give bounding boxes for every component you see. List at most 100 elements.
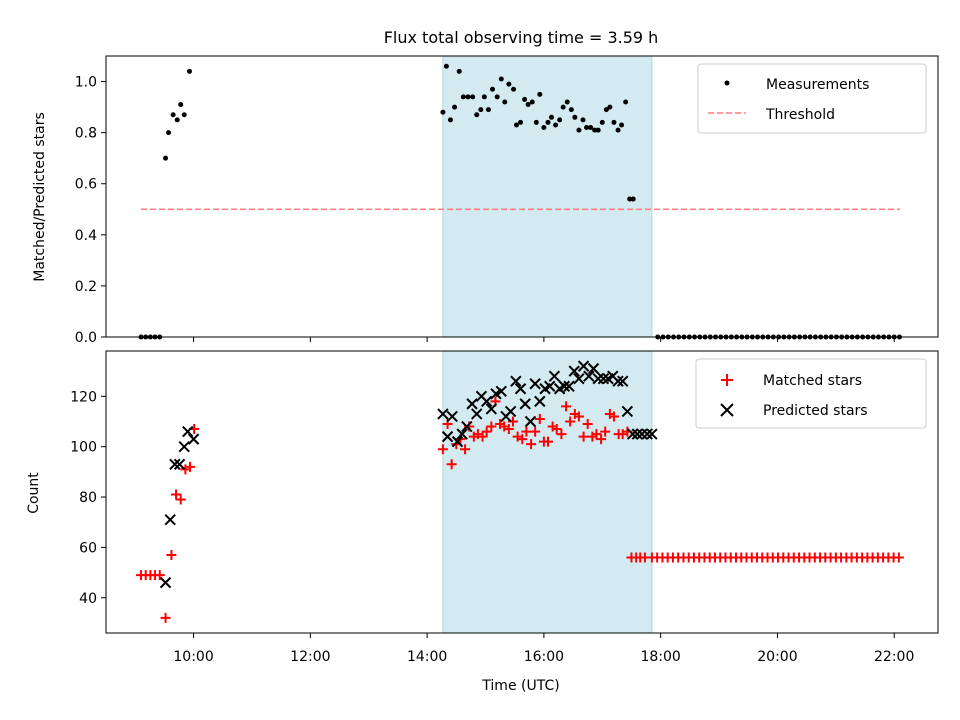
measurements-point (595, 127, 601, 133)
matched-stars-point (591, 429, 602, 440)
bottom-panel: 40 60 80 100 120 10:00 12:00 14:00 16:00 18:00 20… (26, 350, 939, 694)
predicted-stars-point (558, 380, 571, 392)
measurements-point (588, 125, 594, 131)
measurements-point (615, 127, 621, 133)
predicted-stars-point (173, 458, 186, 471)
predicted-stars-point (504, 405, 517, 418)
measurements-point (490, 86, 496, 92)
x-tick-label: 16:00 (524, 649, 564, 665)
top-shaded-region (442, 55, 653, 338)
measurements-point (572, 114, 578, 120)
predicted-stars-point (446, 410, 458, 423)
matched-stars-point (551, 424, 562, 435)
predicted-stars-point (577, 360, 590, 372)
measurements-point (529, 99, 535, 105)
measurements-point (553, 122, 559, 128)
matched-stars-point (600, 426, 611, 437)
y-tick-label: 60 (79, 540, 97, 556)
legend-predicted-marker (720, 403, 734, 417)
matched-stars-point (503, 424, 514, 435)
bottom-y-ticks: 40 60 80 100 120 (70, 389, 106, 607)
measurements-point (525, 102, 531, 108)
measurements-point (481, 94, 487, 100)
bottom-x-ticks: 10:00 12:00 14:00 16:00 18:00 20:00 22:00 (173, 633, 914, 665)
x-axis-label: Time (UTC) (481, 678, 559, 694)
predicted-stars-point (187, 433, 200, 445)
predicted-stars-point (510, 375, 522, 387)
predicted-stars-point (178, 440, 190, 453)
measurements-point (599, 119, 605, 125)
predicted-stars-point (568, 365, 580, 377)
legend-matched-marker (721, 374, 733, 386)
measurements-point (511, 86, 517, 92)
matched-stars-point (582, 419, 593, 430)
matched-stars-point (573, 411, 584, 422)
predicted-stars-point (529, 378, 541, 390)
measurements-point (494, 94, 500, 100)
predicted-stars-point (524, 415, 537, 428)
measurements-point (611, 119, 617, 125)
predicted-stars-point (563, 380, 575, 392)
measurements-point (576, 127, 582, 133)
matched-stars-point (477, 431, 488, 442)
top-legend-box (697, 63, 927, 134)
predicted-stars-point (451, 435, 464, 448)
matched-stars-point (565, 416, 576, 427)
measurements-point (560, 104, 566, 110)
matched-stars-point (517, 434, 528, 445)
measurements-point (518, 119, 524, 125)
bottom-y-axis-label: Count (26, 472, 42, 514)
bottom-plot-frame (105, 350, 939, 634)
measurements-point (186, 68, 192, 74)
measurements-point (174, 117, 180, 123)
y-tick-label: 0.2 (75, 279, 97, 295)
matched-stars-point (437, 444, 448, 455)
measurements-point (630, 196, 636, 202)
measurements-point (163, 155, 169, 161)
predicted-stars-point (519, 398, 531, 410)
legend-predicted-label: Predicted stars (763, 403, 868, 419)
x-tick-label: 10:00 (173, 649, 213, 665)
predicted-stars-point (182, 425, 194, 438)
measurements-point (619, 122, 625, 128)
measurements-point (537, 91, 543, 97)
predicted-stars-point (495, 385, 507, 397)
measurements-point (181, 112, 187, 118)
matched-stars-point (608, 411, 619, 422)
legend-measurements-label: Measurements (766, 77, 869, 93)
predicted-stars-point (466, 398, 478, 410)
x-tick-label: 18:00 (640, 649, 680, 665)
matched-stars-point (446, 459, 457, 470)
y-tick-label: 80 (79, 490, 97, 506)
matched-stars-point (542, 436, 553, 447)
predicted-stars-point (534, 395, 546, 408)
matched-stars-point (166, 549, 177, 560)
predicted-stars-point (548, 370, 561, 382)
measurements-point (478, 107, 484, 113)
predicted-stars-point (587, 362, 600, 375)
measurements-point (440, 109, 446, 115)
top-y-axis-label: Matched/Predicted stars (32, 112, 48, 282)
matched-stars-point (556, 429, 567, 440)
measurements-point (584, 125, 590, 131)
matched-stars-point (561, 401, 572, 412)
y-tick-label: 1.0 (75, 75, 97, 91)
measurements-point (465, 94, 471, 100)
measurements-point (452, 104, 458, 110)
measurements-point (447, 117, 453, 123)
bottom-marks (136, 360, 904, 623)
matched-stars-point (171, 489, 182, 500)
matched-stars-point (481, 426, 492, 437)
measurements-point (170, 112, 176, 118)
y-tick-label: 120 (70, 389, 97, 405)
y-tick-label: 0.0 (75, 330, 97, 346)
top-y-ticks: 0.0 0.2 0.4 0.6 0.8 1.0 (75, 75, 106, 346)
measurements-point (474, 112, 480, 118)
bottom-legend-box (695, 358, 927, 429)
measurements-point (623, 99, 629, 105)
x-tick-label: 12:00 (290, 649, 330, 665)
predicted-stars-point (437, 408, 449, 420)
predicted-stars-point (514, 383, 527, 395)
measurements-point (607, 104, 613, 110)
predicted-stars-point (617, 375, 629, 387)
